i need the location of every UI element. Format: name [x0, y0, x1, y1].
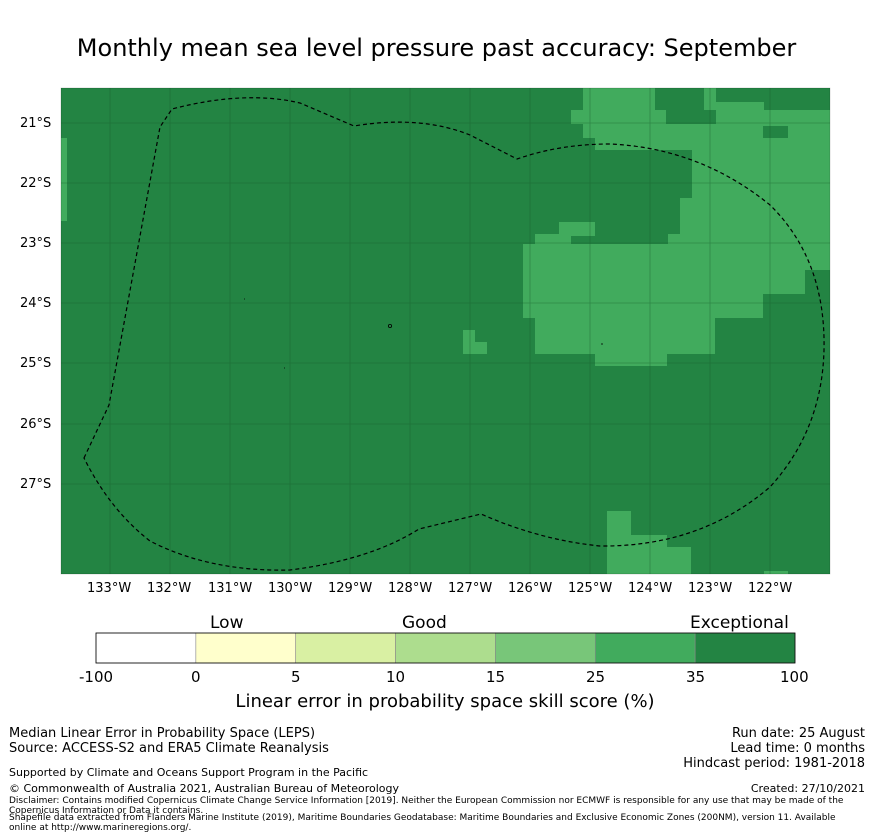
lon-label: 131°W	[208, 581, 253, 596]
islands	[244, 298, 603, 369]
lat-label: 22°S	[20, 176, 52, 191]
disclaimer-line: online at http://www.marineregions.org/.	[9, 823, 192, 833]
map-frame	[60, 87, 831, 575]
run-date: Run date: 25 August	[731, 726, 865, 741]
lon-label: 133°W	[87, 581, 132, 596]
lon-label: 127°W	[448, 581, 493, 596]
support-text: Supported by Climate and Oceans Support …	[9, 766, 369, 779]
colorbar-segment	[395, 632, 496, 664]
lat-label: 25°S	[20, 356, 52, 371]
colorbar-tick: -100	[79, 668, 114, 686]
colorbar-tick: 0	[191, 668, 201, 686]
gridlines	[61, 88, 830, 574]
lon-label: 130°W	[268, 581, 313, 596]
footer-method: Median Linear Error in Probability Space…	[9, 726, 316, 741]
colorbar-segment	[594, 632, 696, 664]
copyright-text: © Commonwealth of Australia 2021, Austra…	[9, 782, 399, 795]
colorbar-title: Linear error in probability space skill …	[235, 691, 655, 712]
lat-label: 24°S	[20, 296, 52, 311]
colorbar-segment	[295, 632, 396, 664]
lat-label: 27°S	[20, 477, 52, 492]
colorbar-tick: 5	[291, 668, 301, 686]
category-good: Good	[402, 613, 447, 633]
footer-source: Source: ACCESS-S2 and ERA5 Climate Reana…	[9, 741, 329, 756]
chart-title: Monthly mean sea level pressure past acc…	[76, 34, 797, 62]
colorbar-tick: 35	[686, 668, 706, 686]
colorbar-segment	[95, 632, 197, 664]
lon-label: 128°W	[388, 581, 433, 596]
disclaimer-line: Disclaimer: Contains modified Copernicus…	[9, 796, 844, 806]
colorbar-tick: 25	[586, 668, 606, 686]
lead-time: Lead time: 0 months	[730, 741, 865, 756]
eez-boundary	[83, 97, 825, 571]
lon-label: 124°W	[628, 581, 673, 596]
colorbar-segment	[495, 632, 596, 664]
lat-label: 23°S	[20, 236, 52, 251]
lat-label: 26°S	[20, 417, 52, 432]
lon-label: 122°W	[748, 581, 793, 596]
disclaimer-line: Copernicus Information or Data it contai…	[9, 806, 204, 816]
category-low: Low	[210, 613, 244, 633]
lon-label: 125°W	[568, 581, 613, 596]
lon-label: 129°W	[328, 581, 373, 596]
lon-label: 126°W	[508, 581, 553, 596]
colorbar-segment	[195, 632, 297, 664]
colorbar-tick: 10	[386, 668, 406, 686]
colorbar-tick: 15	[486, 668, 506, 686]
colorbar-segment	[694, 632, 796, 664]
colorbar	[95, 632, 796, 664]
hindcast-period: Hindcast period: 1981-2018	[683, 756, 865, 771]
lat-label: 21°S	[20, 116, 52, 131]
disclaimer-line: Shapefile data extracted from Flanders M…	[9, 813, 836, 823]
very-good-regions	[61, 88, 830, 574]
category-exceptional: Exceptional	[690, 613, 789, 633]
colorbar-tick: 100	[780, 668, 809, 686]
lon-label: 132°W	[147, 581, 192, 596]
created-date: Created: 27/10/2021	[750, 782, 865, 795]
lon-label: 123°W	[688, 581, 733, 596]
